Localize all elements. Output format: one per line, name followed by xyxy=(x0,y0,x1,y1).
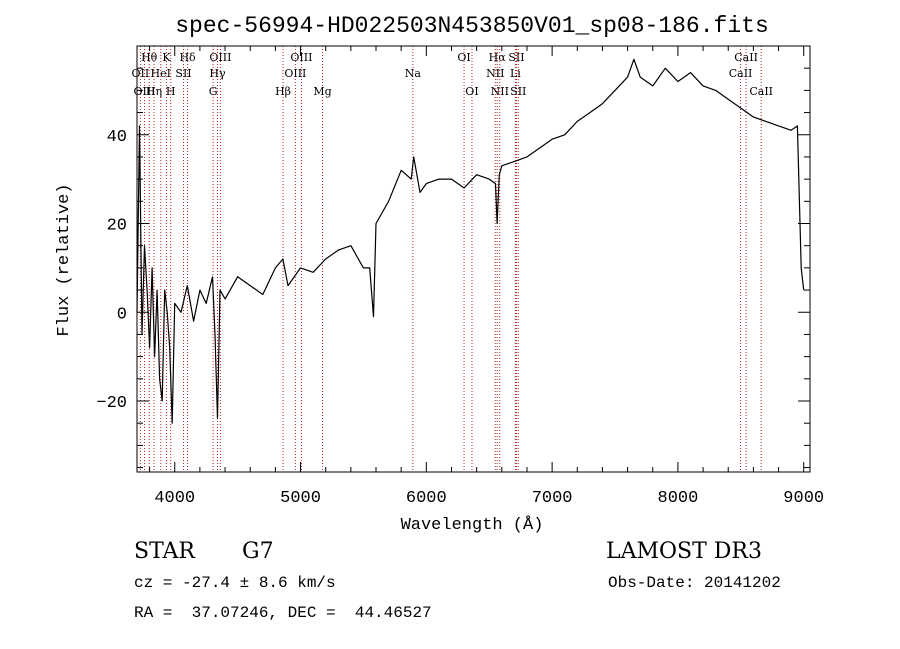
plot-frame xyxy=(136,45,811,473)
object-subclass: G7 xyxy=(242,539,274,564)
spectral-line-label: OIII xyxy=(134,85,156,98)
x-tick-label: 5000 xyxy=(280,489,321,508)
spectral-line-label: SII xyxy=(508,51,524,64)
spectral-line-label: NII xyxy=(491,85,509,98)
spectral-line-label: Mg xyxy=(313,85,331,98)
y-tick-label: 20 xyxy=(107,217,127,236)
y-tick-label: 40 xyxy=(107,128,127,147)
y-tick-label: −20 xyxy=(96,394,127,413)
spectral-line-label: CaII xyxy=(734,51,758,64)
axes: 4000 5000 6000 7000 8000 9000 −20 0 20 40 xyxy=(96,46,824,508)
spectral-line-label: Hβ xyxy=(275,85,291,98)
x-tick-label: 7000 xyxy=(532,489,573,508)
spectral-line-label: Hη xyxy=(146,85,162,98)
spectral-line-label: Hθ xyxy=(141,51,158,64)
spectral-line-label: Na xyxy=(405,67,422,80)
spectral-line-label: Hγ xyxy=(209,67,226,80)
spectrum-series xyxy=(136,58,805,424)
y-tick-label: 0 xyxy=(117,305,127,324)
spectral-line-label: OI xyxy=(465,85,478,98)
spectral-line-label: K xyxy=(162,51,171,64)
spectral-line-label: Li xyxy=(510,67,521,80)
spectral-line-label: CaII xyxy=(749,85,773,98)
spectral-line-label: Hδ xyxy=(179,51,196,64)
spectral-line-label: OII xyxy=(132,67,150,80)
spectral-line-label: OIII xyxy=(290,51,312,64)
x-tick-label: 8000 xyxy=(658,489,699,508)
spectral-line-label: NII xyxy=(486,67,504,80)
spectral-line-label: SII xyxy=(175,67,191,80)
spectral-line-label: OIII xyxy=(209,51,231,64)
spectral-line-label: HeI xyxy=(151,67,171,80)
spectrum-line xyxy=(136,58,805,424)
chart-title: spec-56994-HD022503N453850V01_sp08-186.f… xyxy=(175,13,769,39)
spectral-line-label: CaII xyxy=(729,67,753,80)
observation-date: Obs-Date: 20141202 xyxy=(608,574,781,592)
x-tick-label: 4000 xyxy=(154,489,195,508)
spectral-line-label: OIII xyxy=(284,67,306,80)
y-axis-label: Flux (relative) xyxy=(55,183,74,336)
coordinates-info: RA = 37.07246, DEC = 44.46527 xyxy=(134,604,432,622)
spectral-line-label: H xyxy=(166,85,176,98)
spectral-line-label: Hα xyxy=(489,51,507,64)
x-tick-label: 6000 xyxy=(406,489,447,508)
object-class: STAR xyxy=(134,539,195,564)
spectral-line-label: SII xyxy=(510,85,526,98)
redshift-info: cz = -27.4 ± 8.6 km/s xyxy=(134,574,336,592)
x-tick-label: 9000 xyxy=(783,489,824,508)
spectral-line-label: G xyxy=(209,85,218,98)
survey-name: LAMOST DR3 xyxy=(606,539,762,564)
x-axis-label: Wavelength (Å) xyxy=(401,516,544,535)
spectral-line-label: OI xyxy=(457,51,470,64)
